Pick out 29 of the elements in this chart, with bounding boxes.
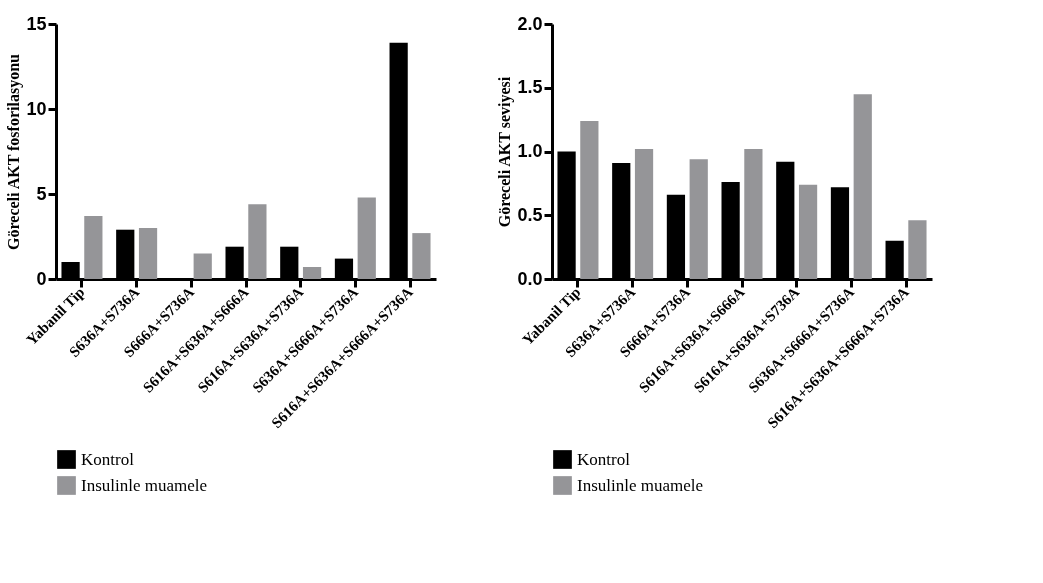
bar	[798, 184, 818, 279]
y-tick-label: 0.5	[517, 204, 543, 225]
bar	[634, 148, 654, 279]
legend-label: Kontrol	[577, 449, 631, 469]
legend-label: Insulinle muamele	[577, 475, 704, 495]
legend-label: Insulinle muamele	[81, 475, 208, 495]
bar	[412, 233, 431, 279]
bar	[248, 204, 267, 279]
y-tick-label: 10	[26, 98, 47, 119]
y-tick-label: 1.5	[517, 77, 543, 98]
bar	[853, 94, 872, 279]
y-tick-label: 0.0	[517, 268, 543, 289]
bar	[580, 120, 599, 279]
bar	[193, 253, 212, 279]
bar	[138, 228, 158, 279]
y-tick-label: 2.0	[517, 13, 543, 34]
bar	[357, 197, 376, 279]
y-axis-title: Göreceli AKT fosforilasyonu	[5, 53, 24, 250]
y-tick-label: 15	[26, 13, 47, 34]
bar	[908, 220, 927, 279]
y-tick-label: 1.0	[517, 141, 543, 161]
y-tick-label: 0	[36, 268, 47, 289]
bar	[689, 159, 708, 279]
y-tick-label: 5	[36, 183, 47, 204]
bar	[744, 148, 763, 279]
legend-label: Kontrol	[81, 449, 135, 469]
y-axis-title: Göreceli AKT seviyesi	[496, 76, 515, 228]
bar	[84, 216, 103, 279]
bar	[302, 267, 322, 279]
